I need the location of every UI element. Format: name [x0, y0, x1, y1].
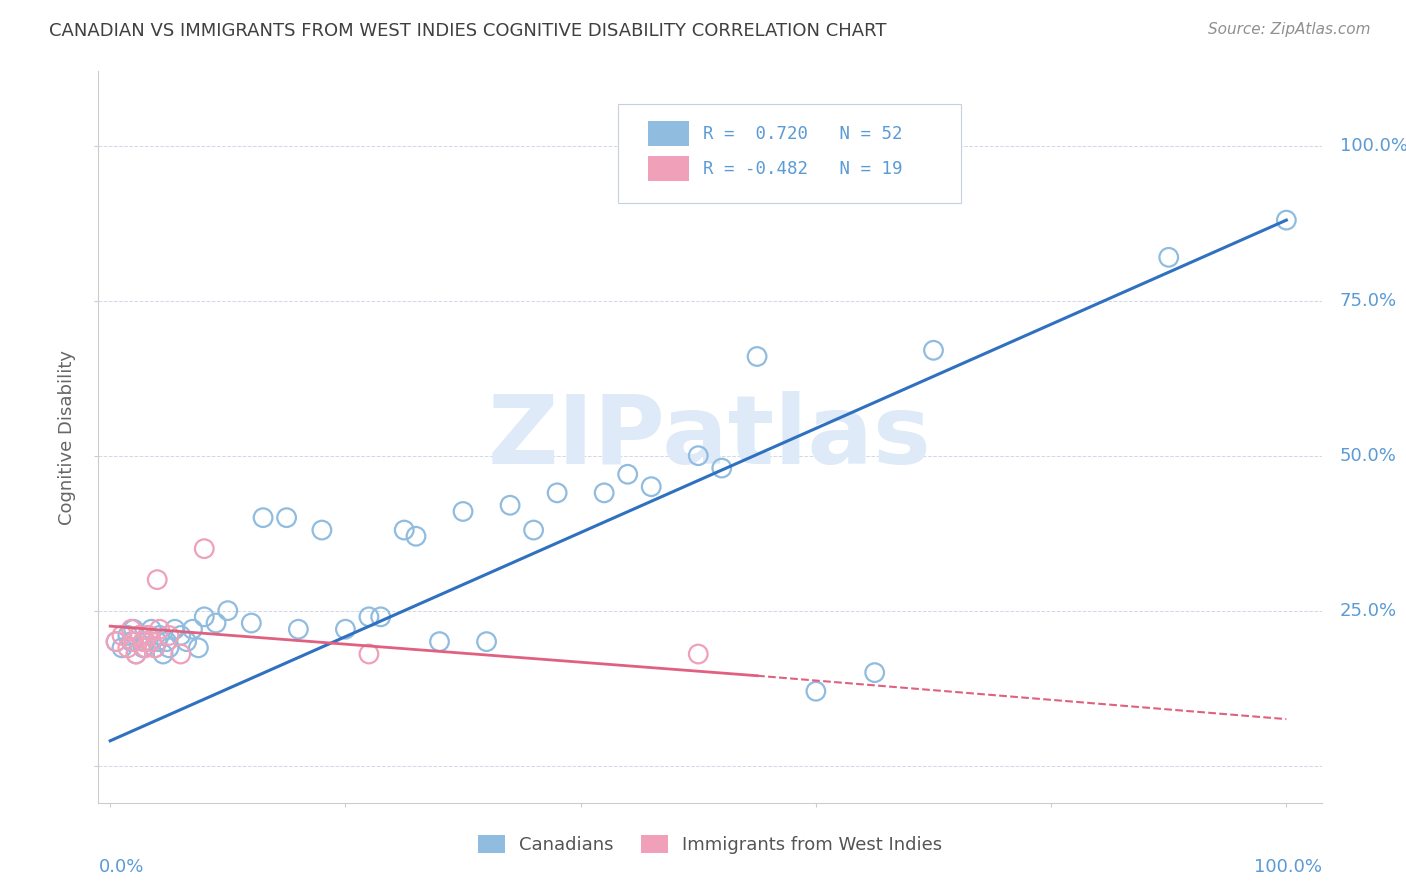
Point	[193, 541, 215, 556]
Point	[136, 628, 159, 642]
Point	[170, 647, 193, 661]
Point	[863, 665, 886, 680]
Point	[240, 615, 263, 630]
Point	[111, 640, 134, 655]
Text: CANADIAN VS IMMIGRANTS FROM WEST INDIES COGNITIVE DISABILITY CORRELATION CHART: CANADIAN VS IMMIGRANTS FROM WEST INDIES …	[49, 22, 887, 40]
Point	[523, 523, 546, 537]
Text: 50.0%: 50.0%	[1340, 447, 1398, 465]
Point	[252, 510, 274, 524]
Point	[451, 504, 474, 518]
Point	[546, 486, 568, 500]
Point	[141, 622, 163, 636]
Point	[1275, 213, 1298, 227]
Point	[710, 461, 733, 475]
Point	[117, 640, 139, 655]
Point	[105, 634, 128, 648]
Legend: Canadians, Immigrants from West Indies: Canadians, Immigrants from West Indies	[468, 826, 952, 863]
Point	[276, 510, 298, 524]
Point	[156, 634, 179, 648]
Point	[370, 610, 392, 624]
Point	[120, 634, 142, 648]
Point	[745, 350, 768, 364]
Text: 100.0%: 100.0%	[1254, 858, 1322, 876]
Point	[357, 647, 380, 661]
Point	[117, 628, 139, 642]
Text: 25.0%: 25.0%	[1340, 601, 1398, 620]
Point	[311, 523, 333, 537]
Point	[125, 647, 148, 661]
Point	[125, 647, 148, 661]
Point	[688, 449, 710, 463]
Point	[804, 684, 827, 698]
Point	[170, 628, 193, 642]
Point	[287, 622, 309, 636]
Point	[134, 640, 156, 655]
Text: 0.0%: 0.0%	[98, 858, 143, 876]
Point	[111, 628, 134, 642]
Text: 100.0%: 100.0%	[1340, 136, 1406, 154]
Point	[152, 647, 174, 661]
Point	[134, 634, 156, 648]
FancyBboxPatch shape	[619, 104, 960, 203]
Point	[499, 498, 522, 512]
FancyBboxPatch shape	[648, 156, 689, 181]
Text: R = -0.482   N = 19: R = -0.482 N = 19	[703, 160, 903, 178]
Point	[357, 610, 380, 624]
Point	[105, 634, 128, 648]
Point	[217, 604, 239, 618]
Point	[146, 634, 169, 648]
Text: 75.0%: 75.0%	[1340, 292, 1398, 310]
Point	[149, 628, 172, 642]
Point	[429, 634, 451, 648]
Point	[132, 634, 155, 648]
Point	[1157, 250, 1180, 264]
Point	[128, 628, 150, 642]
Text: R =  0.720   N = 52: R = 0.720 N = 52	[703, 125, 903, 143]
Point	[136, 628, 159, 642]
Point	[335, 622, 357, 636]
Point	[141, 634, 163, 648]
Point	[181, 622, 204, 636]
Y-axis label: Cognitive Disability: Cognitive Disability	[58, 350, 76, 524]
Point	[120, 622, 142, 636]
Point	[922, 343, 945, 358]
Point	[146, 573, 169, 587]
FancyBboxPatch shape	[648, 121, 689, 146]
Point	[593, 486, 616, 500]
Point	[157, 640, 180, 655]
Point	[193, 610, 215, 624]
Point	[176, 634, 198, 648]
Point	[187, 640, 209, 655]
Point	[122, 622, 145, 636]
Point	[405, 529, 427, 543]
Point	[128, 628, 150, 642]
Point	[122, 634, 145, 648]
Point	[143, 640, 166, 655]
Point	[616, 467, 638, 482]
Point	[392, 523, 416, 537]
Point	[149, 622, 172, 636]
Point	[205, 615, 228, 630]
Point	[688, 647, 710, 661]
Point	[475, 634, 498, 648]
Point	[132, 640, 155, 655]
Text: Source: ZipAtlas.com: Source: ZipAtlas.com	[1208, 22, 1371, 37]
Point	[157, 628, 180, 642]
Point	[640, 480, 662, 494]
Text: ZIPatlas: ZIPatlas	[488, 391, 932, 483]
Point	[143, 640, 166, 655]
Point	[163, 622, 186, 636]
